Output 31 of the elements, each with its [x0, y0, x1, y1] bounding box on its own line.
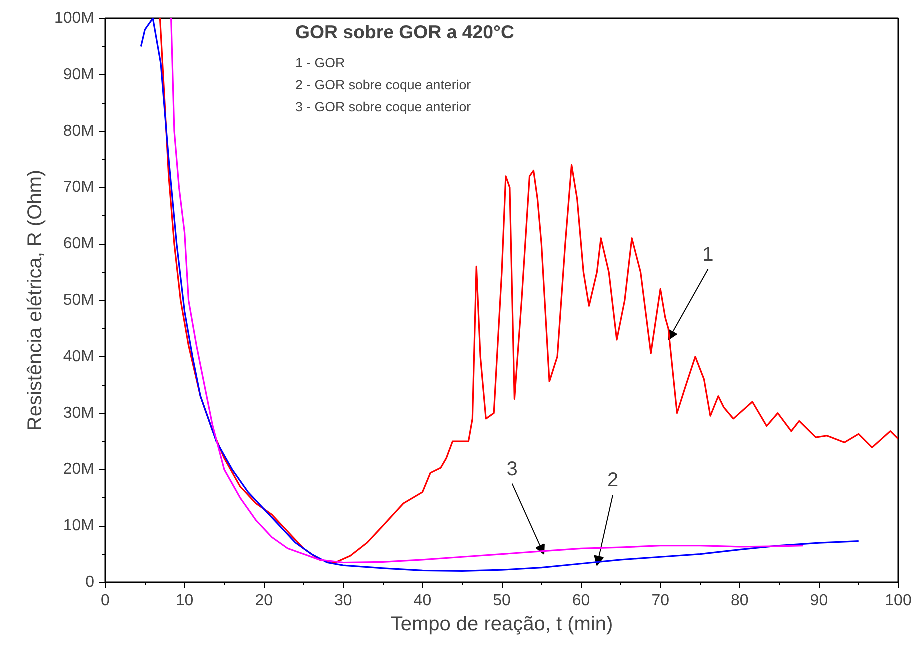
- y-tick-label: 30M: [63, 404, 94, 422]
- y-axis-title: Resistência elétrica, R (Ohm): [24, 170, 46, 432]
- x-tick-label: 10: [176, 592, 194, 610]
- y-tick-label: 0: [86, 574, 95, 591]
- x-tick-label: 0: [101, 592, 110, 610]
- chart-title: GOR sobre GOR a 420°C: [296, 22, 514, 42]
- x-tick-label: 20: [255, 592, 274, 610]
- x-tick-label: 80: [731, 592, 749, 610]
- annotation: 2 - GOR sobre coque anterior: [296, 78, 472, 92]
- annotation: 1 - GOR: [296, 56, 346, 70]
- y-tick-label: 80M: [63, 122, 94, 140]
- x-tick-label: 60: [572, 592, 590, 610]
- y-tick-label: 90M: [63, 66, 94, 84]
- annotation: 3 - GOR sobre coque anterior: [296, 100, 472, 114]
- y-tick-label: 20M: [63, 461, 94, 478]
- x-tick-label: 90: [810, 592, 828, 610]
- annotation: 1: [702, 244, 714, 266]
- y-tick-label: 100M: [54, 10, 95, 27]
- x-tick-label: 30: [334, 592, 352, 610]
- annotation: 3: [506, 458, 518, 480]
- x-tick-label: 100: [885, 592, 912, 610]
- x-tick-label: 40: [414, 592, 432, 610]
- y-tick-label: 70M: [63, 179, 94, 196]
- x-tick-label: 50: [493, 592, 511, 610]
- y-tick-label: 10M: [63, 518, 94, 535]
- y-tick-label: 40M: [63, 348, 94, 366]
- annotation: 2: [607, 470, 619, 492]
- y-tick-label: 50M: [63, 292, 94, 309]
- x-axis-title: Tempo de reação, t (min): [390, 614, 614, 636]
- x-tick-label: 70: [652, 592, 670, 610]
- y-tick-label: 60M: [63, 236, 94, 253]
